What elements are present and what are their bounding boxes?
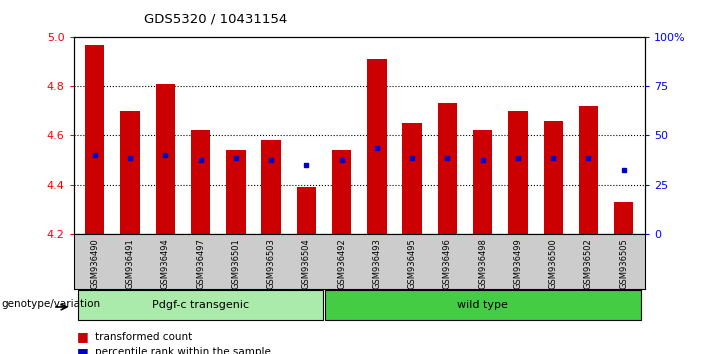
Text: Pdgf-c transgenic: Pdgf-c transgenic xyxy=(152,300,249,310)
Text: GSM936495: GSM936495 xyxy=(408,238,416,289)
Text: GSM936502: GSM936502 xyxy=(584,238,593,289)
Text: GSM936493: GSM936493 xyxy=(372,238,381,289)
Bar xyxy=(325,290,641,320)
Text: percentile rank within the sample: percentile rank within the sample xyxy=(95,347,271,354)
Bar xyxy=(508,111,528,234)
Bar xyxy=(402,123,422,234)
Bar xyxy=(297,187,316,234)
Bar xyxy=(367,59,386,234)
Text: transformed count: transformed count xyxy=(95,332,192,342)
Bar xyxy=(121,111,139,234)
Bar xyxy=(437,103,457,234)
Text: GSM936501: GSM936501 xyxy=(231,238,240,289)
Text: GSM936498: GSM936498 xyxy=(478,238,487,289)
Bar xyxy=(78,290,323,320)
Text: GSM936494: GSM936494 xyxy=(161,238,170,289)
Text: GSM936491: GSM936491 xyxy=(125,238,135,289)
Bar xyxy=(332,150,351,234)
Text: GSM936500: GSM936500 xyxy=(549,238,558,289)
Text: genotype/variation: genotype/variation xyxy=(1,299,101,309)
Text: GSM936505: GSM936505 xyxy=(619,238,628,289)
Text: GSM936503: GSM936503 xyxy=(266,238,275,289)
Bar xyxy=(85,45,104,234)
Bar xyxy=(543,121,563,234)
Bar xyxy=(579,106,598,234)
Text: GSM936499: GSM936499 xyxy=(513,238,522,289)
Bar xyxy=(473,131,492,234)
Bar xyxy=(261,140,281,234)
Text: GSM936496: GSM936496 xyxy=(443,238,452,289)
Text: wild type: wild type xyxy=(457,300,508,310)
Text: GSM936497: GSM936497 xyxy=(196,238,205,289)
Text: GDS5320 / 10431154: GDS5320 / 10431154 xyxy=(144,12,287,25)
Bar xyxy=(191,131,210,234)
Bar xyxy=(614,202,634,234)
Text: GSM936490: GSM936490 xyxy=(90,238,100,289)
Text: ■: ■ xyxy=(77,346,89,354)
Bar xyxy=(226,150,245,234)
Text: GSM936492: GSM936492 xyxy=(337,238,346,289)
Bar xyxy=(156,84,175,234)
Text: GSM936504: GSM936504 xyxy=(302,238,311,289)
Text: ■: ■ xyxy=(77,331,89,343)
